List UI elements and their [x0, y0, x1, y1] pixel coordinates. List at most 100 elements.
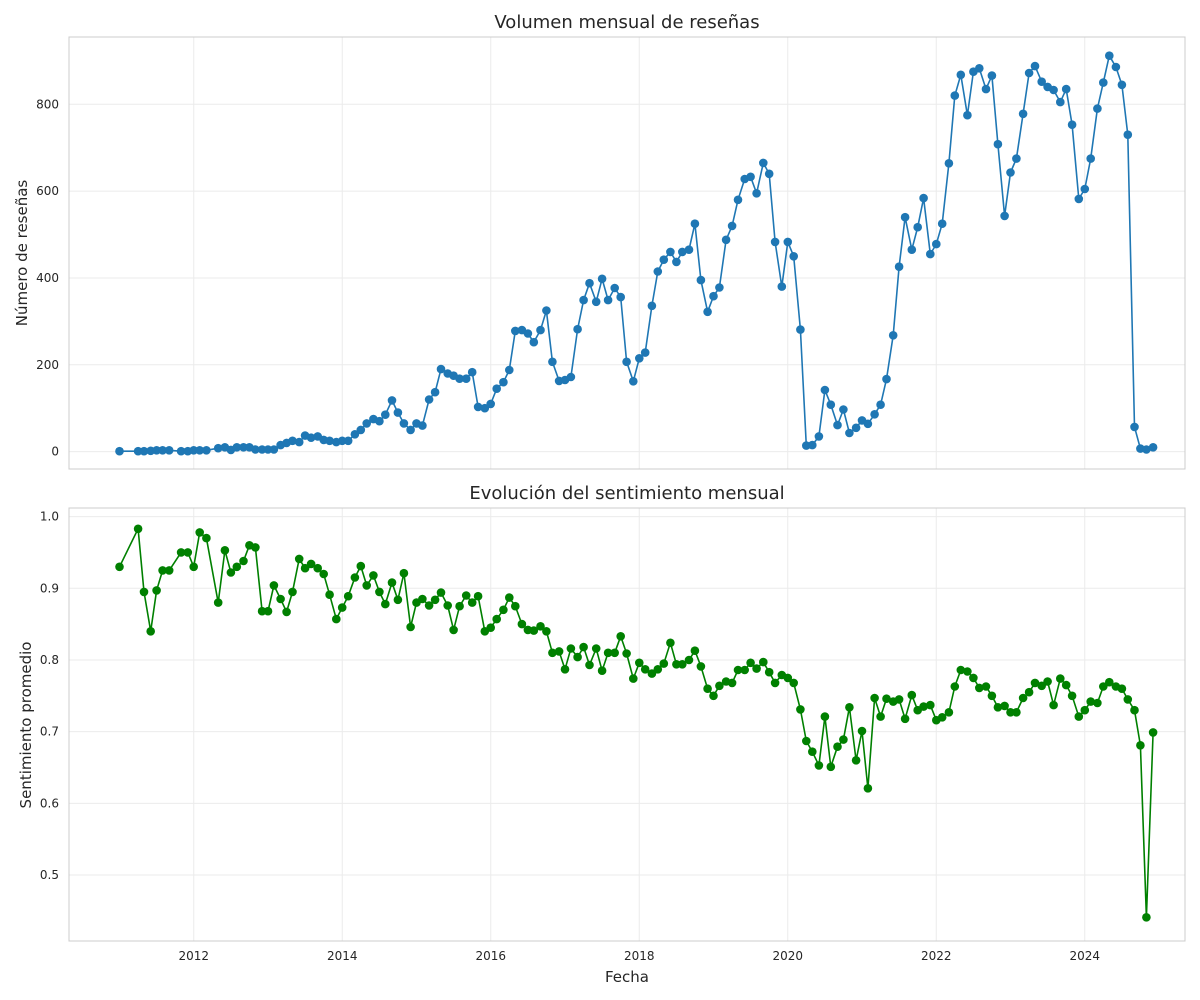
- volume-data-point: [393, 408, 403, 417]
- sentiment-y-tick-label: 0.6: [40, 796, 59, 810]
- volume-data-point: [467, 367, 477, 377]
- volume-data-point: [851, 423, 861, 433]
- sentiment-data-point: [399, 568, 409, 578]
- sentiment-data-point: [981, 682, 991, 691]
- sentiment-data-point: [343, 591, 353, 601]
- sentiment-data-point: [418, 594, 427, 604]
- volume-data-point: [1024, 68, 1034, 78]
- volume-data-point: [350, 430, 360, 439]
- volume-data-point: [950, 91, 960, 100]
- sentiment-plot-area: [69, 508, 1185, 941]
- sentiment-data-point: [808, 747, 817, 756]
- x-tick-label: 2020: [772, 949, 803, 963]
- volume-y-tick-label: 400: [36, 271, 59, 285]
- sentiment-data-point: [585, 660, 594, 670]
- sentiment-data-point: [1130, 705, 1139, 715]
- volume-data-point: [486, 399, 496, 409]
- sentiment-data-point: [467, 598, 477, 607]
- sentiment-y-tick-label: 0.7: [40, 725, 59, 739]
- sentiment-data-point: [746, 658, 755, 668]
- volume-data-point: [666, 247, 675, 257]
- sentiment-data-point: [406, 622, 415, 632]
- volume-y-tick-label: 600: [36, 184, 59, 198]
- sentiment-data-point: [937, 713, 947, 722]
- volume-data-point: [133, 446, 143, 456]
- sentiment-data-point: [1012, 708, 1021, 717]
- sentiment-chart: 0.50.60.70.80.91.0 2012 2014 2016 2018 2020 2…: [17, 483, 1186, 986]
- sentiment-data-point: [1037, 681, 1046, 691]
- sentiment-data-point: [1086, 697, 1095, 706]
- sentiment-data-point: [548, 648, 557, 658]
- volume-data-point: [876, 400, 885, 410]
- volume-data-point: [164, 446, 174, 455]
- volume-data-point: [1148, 443, 1158, 452]
- volume-data-point: [356, 425, 366, 435]
- sentiment-data-point: [1142, 913, 1151, 922]
- volume-data-point: [1018, 109, 1028, 119]
- sentiment-data-point: [436, 588, 446, 597]
- sentiment-data-point: [332, 614, 341, 624]
- volume-data-point: [1030, 61, 1040, 71]
- volume-data-point: [492, 384, 502, 394]
- volume-data-point: [733, 195, 743, 205]
- sentiment-data-point: [319, 569, 329, 579]
- volume-data-point: [1061, 84, 1071, 94]
- sentiment-data-point: [1074, 712, 1084, 721]
- sentiment-data-point: [226, 568, 236, 577]
- sentiment-data-point: [276, 594, 285, 604]
- volume-data-point: [1067, 120, 1077, 129]
- sentiment-data-point: [709, 691, 718, 701]
- volume-data-point: [900, 212, 910, 222]
- sentiment-data-point: [715, 681, 724, 691]
- volume-data-point: [1099, 78, 1108, 87]
- volume-data-point: [387, 396, 397, 405]
- sentiment-data-point: [369, 571, 378, 580]
- sentiment-data-point: [461, 591, 471, 600]
- sentiment-data-point: [511, 601, 520, 611]
- sentiment-data-point: [926, 700, 935, 710]
- sentiment-data-point: [783, 673, 793, 683]
- volume-data-point: [981, 84, 991, 94]
- x-tick-label: 2012: [178, 949, 209, 963]
- sentiment-data-point: [189, 562, 198, 572]
- sentiment-data-point: [833, 742, 842, 751]
- volume-data-point: [139, 446, 149, 456]
- sentiment-data-point: [969, 673, 978, 683]
- sentiment-data-point: [566, 644, 576, 653]
- volume-data-point: [542, 306, 551, 315]
- sentiment-data-point: [950, 682, 960, 691]
- sentiment-data-point: [703, 684, 712, 693]
- sentiment-data-point: [393, 595, 403, 605]
- x-tick-label: 2022: [921, 949, 952, 963]
- volume-data-point: [1142, 445, 1151, 454]
- volume-data-point: [189, 446, 198, 455]
- sentiment-data-point: [536, 622, 545, 631]
- volume-data-point: [213, 443, 223, 453]
- sentiment-frame: [68, 507, 1186, 942]
- volume-y-axis-label: Número de reseñas: [13, 180, 31, 327]
- volume-data-point: [1093, 104, 1102, 113]
- sentiment-data-point: [684, 655, 694, 665]
- sentiment-data-point: [870, 693, 879, 703]
- sentiment-data-point: [876, 712, 885, 721]
- sentiment-data-point: [603, 648, 613, 658]
- volume-data-point: [926, 249, 935, 259]
- sentiment-data-point: [820, 712, 830, 721]
- sentiment-data-point: [696, 662, 706, 671]
- volume-data-point: [963, 110, 972, 120]
- sentiment-data-point: [505, 593, 514, 602]
- volume-data-point: [263, 445, 273, 454]
- sentiment-data-point: [796, 705, 805, 714]
- volume-data-point: [696, 275, 706, 285]
- volume-data-point: [1111, 62, 1121, 72]
- sentiment-data-point: [1043, 677, 1052, 686]
- volume-data-point: [573, 324, 582, 334]
- volume-y-ticks: 0 200 400 600 800: [36, 97, 59, 458]
- volume-data-point: [294, 437, 304, 447]
- sentiment-data-point: [975, 683, 984, 693]
- sentiment-data-point: [288, 587, 297, 597]
- sentiment-data-point: [733, 665, 743, 675]
- volume-data-point: [715, 283, 724, 292]
- volume-data-point: [591, 297, 601, 307]
- volume-data-point: [888, 331, 898, 340]
